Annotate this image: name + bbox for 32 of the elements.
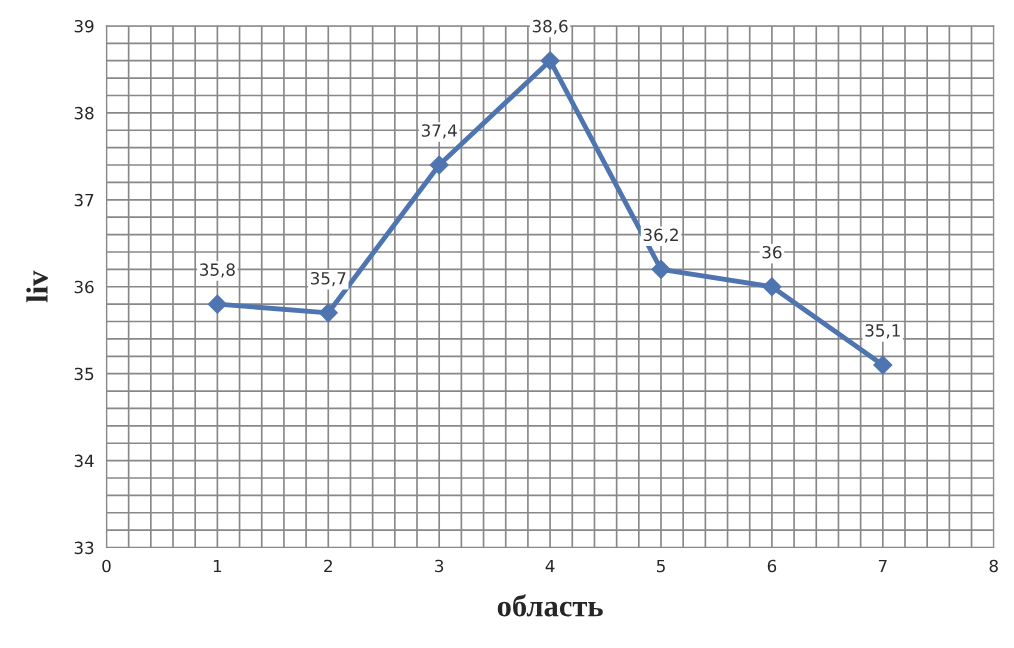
x-tick-label: 1 (213, 559, 222, 573)
x-tick-label: 0 (102, 559, 111, 573)
point (651, 259, 671, 279)
x-tick-label: 8 (989, 559, 998, 573)
y-tick-label: 33 (74, 541, 94, 555)
y-tick-label: 39 (74, 19, 94, 33)
data-label: 36,2 (643, 228, 678, 243)
x-tick-label: 5 (656, 559, 665, 573)
point (873, 355, 893, 375)
x-tick-label: 7 (878, 559, 887, 573)
data-label: 38,6 (532, 19, 568, 35)
point (318, 303, 338, 323)
x-axis-title: область (497, 594, 603, 617)
point (429, 155, 449, 175)
data-label: 35,8 (200, 263, 235, 278)
y-tick-label: 36 (74, 280, 94, 294)
data-label: 35,1 (865, 324, 900, 339)
data-label: 37,4 (421, 124, 457, 139)
x-tick-label: 2 (324, 559, 332, 573)
point (762, 277, 782, 297)
x-tick-label: 3 (435, 559, 444, 573)
x-tick-label: 4 (545, 559, 555, 573)
y-tick-label: 38 (74, 106, 94, 120)
data-label: 36 (762, 245, 782, 259)
y-tick-label: 35 (74, 367, 94, 381)
y-tick-label: 37 (74, 193, 94, 207)
x-tick-label: 6 (767, 559, 777, 573)
point (207, 294, 227, 314)
point (540, 51, 560, 71)
y-tick-label: 34 (74, 454, 94, 468)
data-label: 35,7 (311, 271, 346, 287)
y-axis-title: liv (26, 270, 48, 303)
